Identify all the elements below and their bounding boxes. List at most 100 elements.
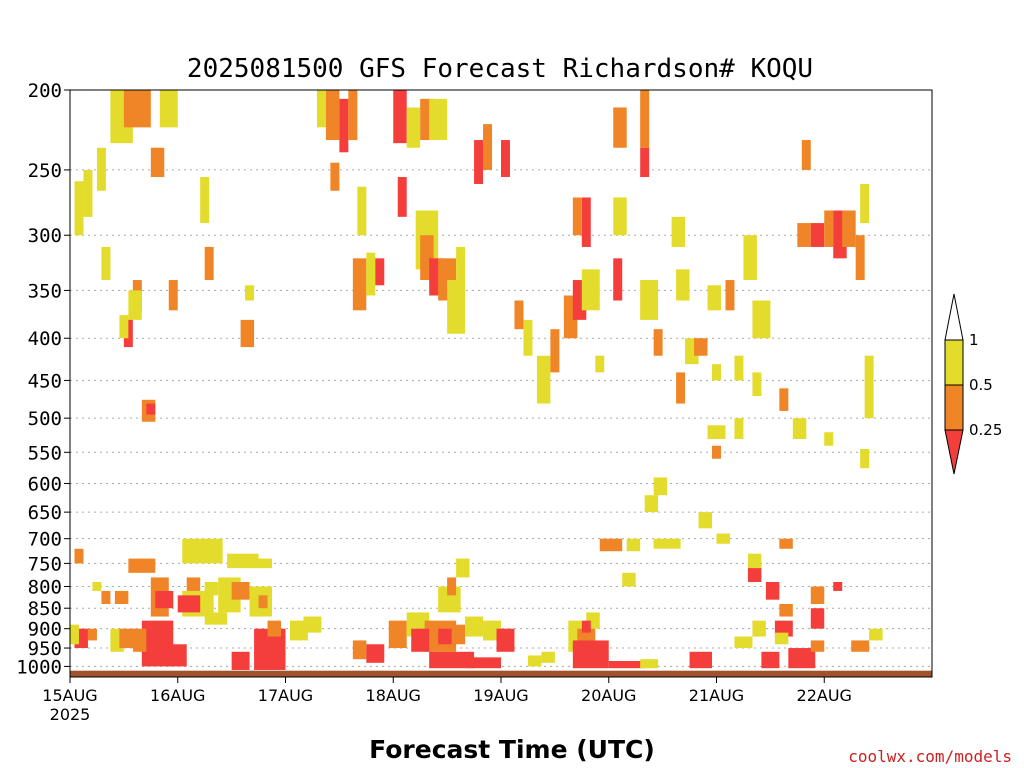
ground-surface xyxy=(70,670,932,677)
heatmap-cell xyxy=(581,269,600,311)
heatmap-cell xyxy=(855,235,865,281)
heatmap-cell xyxy=(779,538,793,549)
y-tick-label: 650 xyxy=(28,502,62,524)
y-tick-label: 450 xyxy=(28,370,62,392)
heatmap-cell xyxy=(227,553,259,569)
heatmap-cell xyxy=(182,538,223,564)
heatmap-cell xyxy=(254,558,273,569)
heatmap-cell xyxy=(119,315,129,339)
heatmap-cell xyxy=(429,651,475,669)
heatmap-cell xyxy=(725,280,735,311)
y-tick-label: 550 xyxy=(28,442,62,464)
heatmap-cell xyxy=(258,595,268,609)
heatmap-cell xyxy=(698,512,713,529)
heatmap-cell xyxy=(150,147,165,178)
heatmap-cell xyxy=(146,403,156,415)
x-tick-label: 20AUG xyxy=(581,686,636,705)
legend-label: 0.25 xyxy=(969,421,1002,439)
heatmap-cell xyxy=(541,651,555,663)
legend-arrow-bottom xyxy=(944,429,964,475)
heatmap-cell xyxy=(581,620,591,633)
heatmap-cell xyxy=(451,624,466,645)
heatmap-cell xyxy=(527,655,542,667)
y-tick-label: 400 xyxy=(28,328,62,350)
heatmap-cell xyxy=(366,644,385,663)
heatmap-cell xyxy=(653,477,668,496)
heatmap-cell xyxy=(330,162,340,191)
heatmap-cell xyxy=(752,372,762,397)
heatmap-cell xyxy=(128,558,156,573)
y-tick-label: 1000 xyxy=(16,656,62,678)
heatmap-cell xyxy=(348,90,358,141)
heatmap-cell xyxy=(447,280,466,334)
heatmap-cell xyxy=(734,418,744,440)
heatmap-cell xyxy=(788,648,816,669)
x-tick-label: 19AUG xyxy=(473,686,528,705)
heatmap-cell xyxy=(411,628,430,652)
heatmap-cell xyxy=(716,533,730,544)
heatmap-cell xyxy=(779,603,793,617)
y-tick-label: 500 xyxy=(28,408,62,430)
heatmap-cell xyxy=(388,620,407,649)
heatmap-cell xyxy=(712,445,721,459)
heatmap-cell xyxy=(523,319,533,356)
x-axis-label: Forecast Time (UTC) xyxy=(369,735,655,764)
heatmap-cell xyxy=(447,577,457,596)
credit-text: coolwx.com/models xyxy=(848,747,1012,766)
heatmap-cell xyxy=(734,355,744,381)
heatmap-cell xyxy=(70,624,79,645)
heatmap-cell xyxy=(774,620,793,637)
heatmap-cell xyxy=(626,538,641,552)
y-tick-label: 800 xyxy=(28,576,62,598)
heatmap-cell xyxy=(599,538,623,552)
heatmap-cell xyxy=(177,595,201,613)
heatmap-cell xyxy=(456,558,470,578)
heatmap-cell xyxy=(393,90,407,144)
heatmap-cell xyxy=(824,210,834,247)
heatmap-cell xyxy=(707,285,721,311)
heatmap-cell xyxy=(842,210,856,247)
heatmap-cell xyxy=(752,300,771,339)
heatmap-cell xyxy=(186,577,201,591)
y-tick-label: 700 xyxy=(28,529,62,551)
heatmap-cell xyxy=(101,590,111,604)
heatmap-cell xyxy=(200,177,210,224)
y-tick-label: 950 xyxy=(28,638,62,660)
plot-background xyxy=(70,90,932,677)
heatmap-cell xyxy=(676,372,686,404)
heatmap-cell xyxy=(774,632,789,645)
heatmap-cell xyxy=(833,581,843,591)
heatmap-cell xyxy=(240,319,255,348)
heatmap-cell xyxy=(231,651,250,670)
heatmap-cell xyxy=(810,586,825,604)
heatmap-cell xyxy=(357,186,367,236)
x-tick-label: 15AUG xyxy=(42,686,97,705)
heatmap-cell xyxy=(671,216,686,247)
heatmap-cell xyxy=(141,620,174,667)
x-tick-label: 22AUG xyxy=(797,686,852,705)
heatmap-cell xyxy=(352,640,367,660)
y-tick-label: 200 xyxy=(28,80,62,102)
heatmap-cell xyxy=(653,329,663,356)
heatmap-cell xyxy=(810,640,825,652)
heatmap-cell xyxy=(465,616,484,637)
heatmap-cell xyxy=(289,620,308,641)
y-tick-label: 600 xyxy=(28,473,62,495)
heatmap-cell xyxy=(397,177,407,217)
heatmap-cell xyxy=(474,140,484,184)
heatmap-cell xyxy=(734,636,753,649)
heatmap-cell xyxy=(501,140,510,178)
heatmap-cell xyxy=(792,418,807,440)
heatmap-cell xyxy=(743,235,757,281)
legend-colorbar: 1 0.5 0.25 xyxy=(944,293,1002,475)
heatmap-cell xyxy=(801,140,811,170)
heatmap-cell xyxy=(375,258,385,286)
legend-arrow-top xyxy=(944,293,964,341)
heatmap-cell xyxy=(204,612,228,625)
heatmap-cell xyxy=(810,223,825,247)
heatmap-cell xyxy=(339,98,349,153)
heatmap-cell xyxy=(747,553,762,569)
heatmap-cell xyxy=(779,388,789,411)
heatmap-cell xyxy=(622,572,636,587)
heatmap-cell xyxy=(676,269,690,301)
